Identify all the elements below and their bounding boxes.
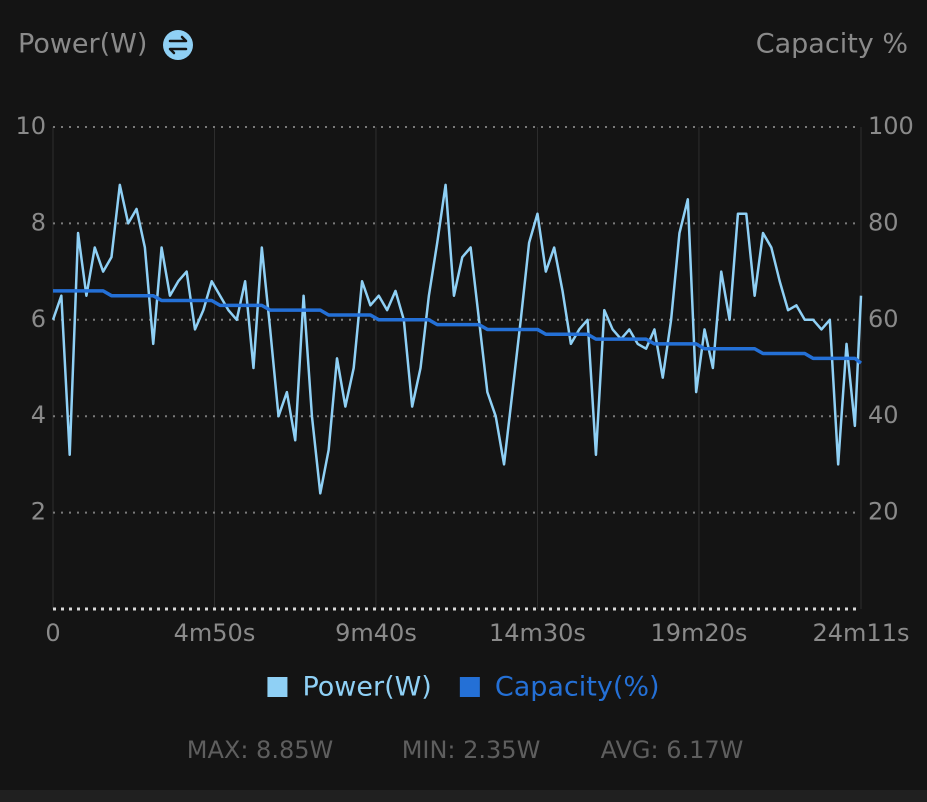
bottom-strip <box>0 790 927 802</box>
y-tick-label: 4 <box>31 401 46 429</box>
legend-label: Power(W) <box>302 672 431 703</box>
series-line <box>51 183 863 495</box>
y-tick-label: 8 <box>31 208 46 236</box>
series-line <box>53 289 863 365</box>
y2-tick-label: 60 <box>868 305 899 333</box>
legend-swatch <box>267 677 288 697</box>
swap-icon-arrows[interactable] <box>168 35 188 55</box>
stat-label: MIN: 2.35W <box>402 736 541 764</box>
x-tick-label: 4m50s <box>174 619 256 647</box>
y2-axis-title: Capacity % <box>756 29 908 60</box>
legend-swatch <box>459 677 480 697</box>
y2-tick-label: 20 <box>868 498 899 526</box>
y-tick-label: 2 <box>31 498 46 526</box>
x-tick-label: 14m30s <box>489 619 586 647</box>
y2-tick-label: 100 <box>868 112 914 140</box>
x-tick-label: 9m40s <box>335 619 417 647</box>
y2-tick-label: 40 <box>868 401 899 429</box>
y-tick-label: 10 <box>15 112 46 140</box>
y-tick-label: 6 <box>31 305 46 333</box>
y2-tick-label: 80 <box>868 208 899 236</box>
x-tick-label: 19m20s <box>650 619 747 647</box>
legend-label: Capacity(%) <box>495 672 660 703</box>
x-tick-label: 0 <box>45 619 60 647</box>
chart-title: Power(W) <box>18 29 147 60</box>
swap-icon[interactable] <box>163 30 193 60</box>
stat-label: AVG: 6.17W <box>601 736 744 764</box>
stat-label: MAX: 8.85W <box>187 736 333 764</box>
x-tick-label: 24m11s <box>813 619 910 647</box>
swap-icon-circle[interactable] <box>163 30 193 60</box>
